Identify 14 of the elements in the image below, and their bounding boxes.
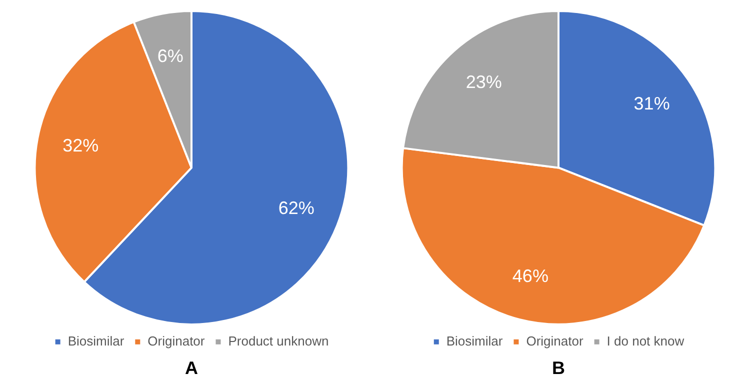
data-label: 32% — [62, 136, 99, 156]
data-label: 23% — [466, 72, 502, 92]
legend-label: Biosimilar — [68, 333, 125, 348]
legend-label: Biosimilar — [446, 333, 504, 348]
data-label: 46% — [512, 266, 548, 286]
text: B — [552, 358, 565, 378]
legend-label: Originator — [526, 333, 584, 348]
legend-label: I do not know — [606, 333, 685, 348]
data-label: 6% — [157, 46, 184, 66]
legend-label: Product unknown — [228, 333, 329, 348]
data-label: 62% — [278, 198, 314, 218]
data-label: 31% — [634, 93, 670, 114]
legend-label: Originator — [148, 333, 206, 348]
text: A — [185, 358, 198, 378]
